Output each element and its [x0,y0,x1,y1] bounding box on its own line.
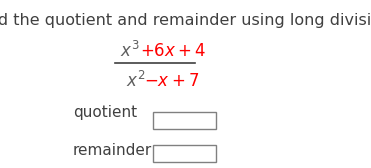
Text: $x^3$: $x^3$ [120,41,139,61]
Text: quotient: quotient [73,105,137,120]
Text: $+ 6x + 4$: $+ 6x + 4$ [140,42,206,60]
Text: $x^2$: $x^2$ [126,71,145,91]
FancyBboxPatch shape [153,145,216,162]
Text: remainder: remainder [73,143,152,158]
FancyBboxPatch shape [153,112,216,129]
Text: Find the quotient and remainder using long division.: Find the quotient and remainder using lo… [0,13,371,28]
Text: $- x + 7$: $- x + 7$ [144,72,199,90]
